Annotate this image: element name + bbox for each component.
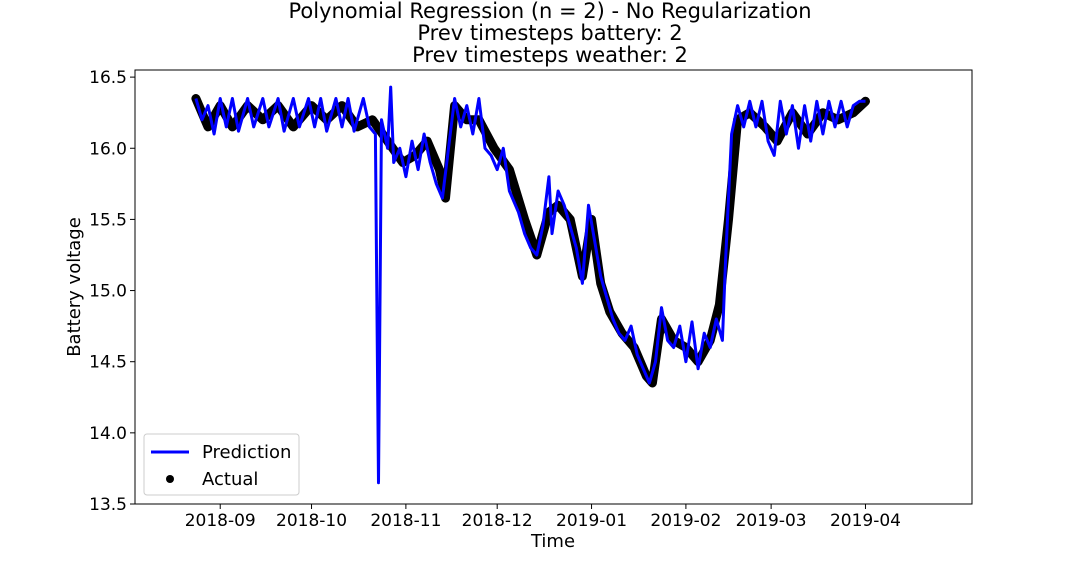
actual-point — [818, 108, 827, 117]
chart-title-line-1: Polynomial Regression (n = 2) - No Regul… — [288, 0, 812, 23]
x-tick-label: 2018-09 — [185, 511, 256, 531]
y-tick-label: 15.0 — [89, 282, 127, 302]
actual-point — [228, 122, 237, 131]
actual-point — [289, 122, 298, 131]
y-tick-label: 16.0 — [89, 139, 127, 159]
chart-title-line-3: Prev timesteps weather: 2 — [412, 43, 688, 67]
prediction-line — [194, 85, 866, 485]
x-tick-label: 2019-02 — [650, 511, 721, 531]
y-axis: 13.5 14.0 14.5 15.0 15.5 16.0 16.5 — [89, 68, 135, 515]
x-tick-label: 2019-03 — [736, 511, 807, 531]
actual-band — [191, 94, 870, 388]
actual-point — [435, 165, 444, 174]
x-tick-label: 2018-12 — [462, 511, 533, 531]
actual-point — [204, 122, 212, 131]
legend: Prediction Actual — [143, 433, 300, 496]
actual-point — [338, 101, 346, 110]
x-tick-label: 2019-01 — [556, 511, 627, 531]
x-tick-label: 2019-04 — [830, 511, 901, 531]
x-tick-label: 2018-10 — [276, 511, 347, 531]
y-tick-label: 14.5 — [89, 353, 127, 373]
y-tick-label: 13.5 — [89, 495, 127, 515]
legend-box — [143, 433, 300, 496]
y-tick-label: 15.5 — [89, 210, 127, 230]
actual-point — [715, 300, 724, 309]
x-axis: 2018-09 2018-10 2018-11 2018-12 2019-01 2019-… — [185, 504, 901, 531]
y-tick-label: 14.0 — [89, 424, 127, 444]
legend-actual-swatch — [166, 475, 174, 483]
legend-actual-label: Actual — [202, 469, 258, 490]
y-tick-label: 16.5 — [89, 68, 127, 88]
actual-point — [258, 115, 267, 124]
plot-frame — [134, 69, 973, 505]
x-axis-label: Time — [530, 531, 575, 552]
actual-point — [490, 144, 499, 153]
legend-prediction-label: Prediction — [202, 442, 291, 463]
prediction-series — [194, 85, 866, 485]
chart-title-line-2: Prev timesteps battery: 2 — [417, 21, 683, 45]
y-axis-label: Battery voltage — [64, 217, 85, 357]
x-tick-label: 2018-11 — [370, 511, 441, 531]
actual-point — [368, 115, 377, 124]
